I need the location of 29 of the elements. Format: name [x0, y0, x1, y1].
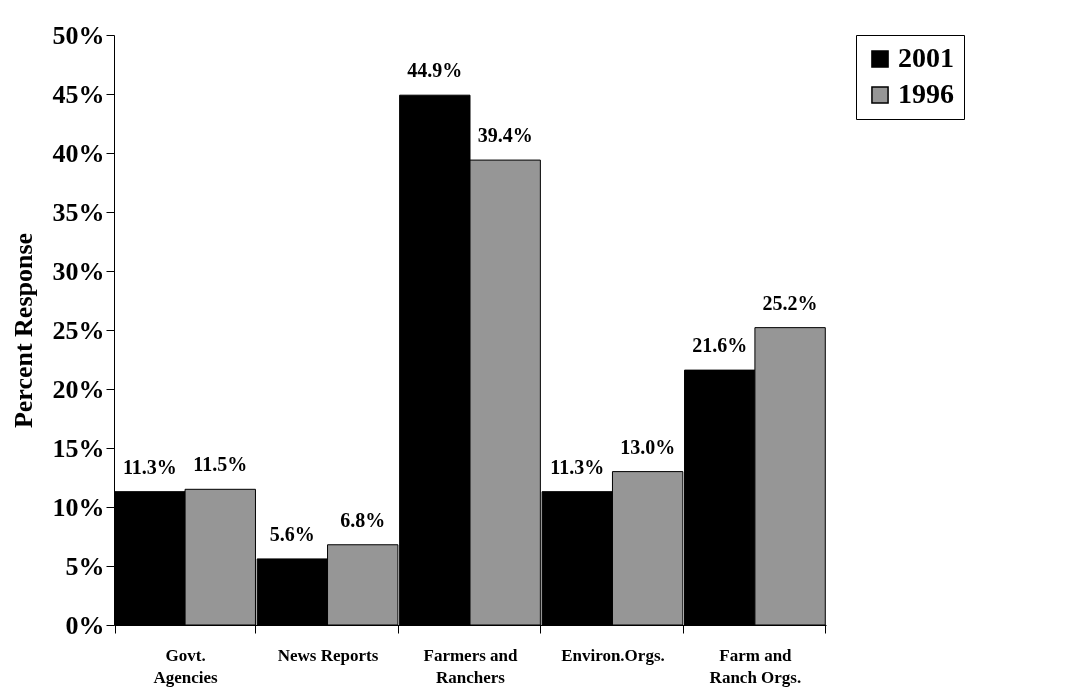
y-tick-label: 50%: [52, 20, 105, 50]
data-label: 6.8%: [340, 508, 386, 531]
y-tick-label: 15%: [52, 433, 105, 463]
y-tick-label: 5%: [65, 551, 105, 581]
data-label: 11.3%: [122, 455, 177, 478]
x-tick-label: Govt. Agencies: [153, 645, 219, 687]
data-label: 39.4%: [477, 124, 533, 147]
y-tick-label: 25%: [52, 315, 105, 345]
y-tick-label: 35%: [52, 197, 105, 227]
data-label: 5.6%: [269, 522, 315, 545]
data-label: 21.6%: [692, 334, 748, 357]
data-label: 11.5%: [193, 453, 248, 476]
y-axis-title: Percent Response: [8, 232, 38, 429]
y-tick-label: 40%: [52, 138, 105, 168]
data-label: 11.3%: [550, 455, 605, 478]
y-tick-label: 10%: [52, 492, 105, 522]
x-tick-label: Farmers and Ranchers: [423, 645, 519, 687]
data-label: 44.9%: [407, 59, 463, 82]
data-label: 13.0%: [620, 435, 676, 458]
x-tick-label: Environ.Orgs.: [561, 645, 665, 665]
legend-label: 2001: [898, 42, 954, 73]
x-tick-label: Farm and Ranch Orgs.: [709, 645, 802, 687]
x-tick-label: News Reports: [277, 645, 379, 665]
data-label: 25.2%: [762, 291, 818, 314]
y-tick-label: 20%: [52, 374, 105, 404]
legend-label: 1996: [898, 78, 954, 109]
y-tick-label: 30%: [52, 256, 105, 286]
y-tick-label: 45%: [52, 79, 105, 109]
y-tick-label: 0%: [65, 610, 105, 640]
